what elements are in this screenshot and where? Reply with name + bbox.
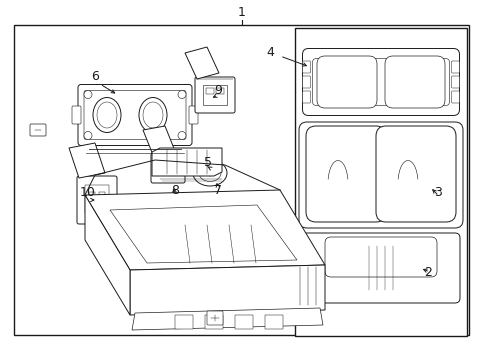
Text: 8: 8 <box>171 184 179 197</box>
FancyBboxPatch shape <box>195 77 235 113</box>
Polygon shape <box>85 195 130 315</box>
Ellipse shape <box>142 102 163 128</box>
FancyBboxPatch shape <box>77 176 117 224</box>
FancyBboxPatch shape <box>84 90 185 139</box>
FancyBboxPatch shape <box>189 106 198 124</box>
FancyBboxPatch shape <box>325 237 436 277</box>
FancyBboxPatch shape <box>375 126 455 222</box>
Polygon shape <box>69 143 105 178</box>
Ellipse shape <box>193 160 226 186</box>
Bar <box>85 185 109 213</box>
Text: 1: 1 <box>238 5 245 18</box>
FancyBboxPatch shape <box>302 91 310 103</box>
FancyBboxPatch shape <box>72 106 81 124</box>
Bar <box>99 192 105 201</box>
Polygon shape <box>132 308 323 330</box>
FancyBboxPatch shape <box>298 122 462 228</box>
Polygon shape <box>184 47 219 79</box>
Bar <box>203 85 226 105</box>
Ellipse shape <box>139 98 167 132</box>
FancyBboxPatch shape <box>302 233 459 303</box>
Polygon shape <box>110 205 296 263</box>
FancyBboxPatch shape <box>151 153 184 183</box>
Circle shape <box>178 131 185 139</box>
FancyBboxPatch shape <box>312 58 448 105</box>
Bar <box>264 315 283 329</box>
Bar <box>89 192 95 201</box>
Circle shape <box>84 90 92 99</box>
Text: 6: 6 <box>91 71 99 84</box>
FancyBboxPatch shape <box>206 311 223 325</box>
Text: 2: 2 <box>423 266 431 279</box>
FancyBboxPatch shape <box>450 61 459 73</box>
FancyBboxPatch shape <box>450 76 459 88</box>
Bar <box>216 88 224 94</box>
FancyBboxPatch shape <box>316 56 376 108</box>
Polygon shape <box>130 265 325 315</box>
Circle shape <box>84 131 92 139</box>
Ellipse shape <box>97 102 117 128</box>
Circle shape <box>206 170 213 176</box>
FancyBboxPatch shape <box>384 56 444 108</box>
Bar <box>294 28 466 336</box>
Bar <box>14 25 468 335</box>
FancyBboxPatch shape <box>450 91 459 103</box>
Polygon shape <box>152 148 222 176</box>
FancyBboxPatch shape <box>305 126 385 222</box>
Bar <box>159 161 177 173</box>
Ellipse shape <box>93 98 121 132</box>
Polygon shape <box>142 126 175 155</box>
Bar <box>235 315 252 329</box>
Text: 9: 9 <box>214 84 222 96</box>
FancyBboxPatch shape <box>78 85 192 145</box>
Ellipse shape <box>199 165 221 181</box>
FancyBboxPatch shape <box>302 49 459 116</box>
FancyBboxPatch shape <box>30 124 46 136</box>
Text: 5: 5 <box>203 157 212 170</box>
Circle shape <box>178 90 185 99</box>
FancyBboxPatch shape <box>302 76 310 88</box>
Bar <box>204 315 223 329</box>
Text: 10: 10 <box>80 186 96 199</box>
Bar <box>205 88 214 94</box>
FancyBboxPatch shape <box>302 61 310 73</box>
Polygon shape <box>85 190 325 270</box>
Bar <box>175 315 193 329</box>
Text: 3: 3 <box>433 185 441 198</box>
Text: 4: 4 <box>265 45 273 58</box>
Text: 7: 7 <box>214 184 222 197</box>
